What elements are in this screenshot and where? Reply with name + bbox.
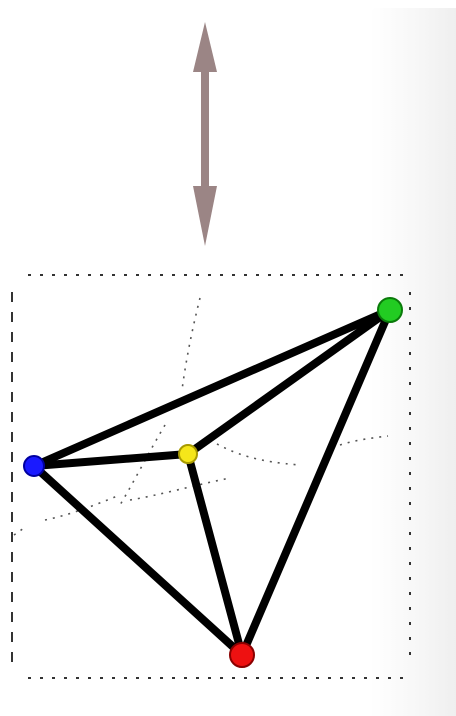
side-panel-shade (370, 8, 456, 716)
vertical-double-arrow-icon[interactable] (193, 22, 217, 246)
edge-blue-yellow (30, 450, 192, 470)
trace-1 (181, 297, 201, 391)
trace-4 (129, 477, 231, 501)
edge-blue-red (30, 462, 246, 659)
node-red[interactable] (229, 642, 255, 668)
edge-yellow-green (184, 306, 394, 458)
edge-red-green (238, 306, 394, 659)
faint-traces (13, 297, 389, 536)
trace-6 (339, 435, 389, 446)
trace-7 (13, 527, 25, 536)
graph-edges (30, 306, 394, 659)
arrow-head-up (193, 22, 217, 72)
node-yellow[interactable] (178, 444, 198, 464)
arrow-head-down (193, 186, 217, 246)
edge-yellow-red (184, 450, 246, 659)
graph-nodes (23, 297, 403, 668)
trace-2 (119, 424, 166, 506)
trace-3 (209, 439, 301, 466)
node-blue[interactable] (23, 455, 45, 477)
node-green[interactable] (377, 297, 403, 323)
dotted-frame (11, 274, 411, 679)
edge-blue-green (30, 306, 394, 470)
